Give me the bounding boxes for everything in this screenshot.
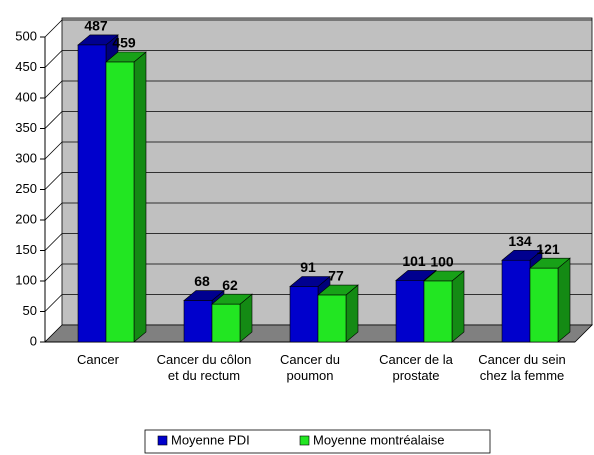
grid-line	[44, 172, 63, 190]
y-tick-label: 250	[15, 181, 37, 196]
x-tick-label: Cancer du sein chez la femme	[478, 352, 566, 383]
y-tick-label: 400	[15, 89, 37, 104]
grid-line	[44, 80, 63, 99]
legend-label: Moyenne PDI	[171, 432, 250, 447]
legend-box	[144, 429, 491, 454]
bar	[105, 51, 147, 343]
bar-face	[133, 51, 147, 343]
grid-line	[44, 141, 63, 160]
x-tick-label: Cancer	[77, 352, 119, 367]
value-label: 487	[84, 18, 108, 34]
value-label: 77	[328, 268, 344, 284]
y-tick-label: 350	[15, 120, 37, 135]
bar-face	[317, 294, 347, 343]
bar-face	[77, 44, 107, 343]
grid-line	[44, 50, 63, 68]
bar	[317, 284, 359, 343]
x-tick-label: Cancer du poumon	[280, 352, 340, 383]
bar-face	[451, 270, 465, 343]
bar-face	[289, 286, 319, 343]
value-label: 68	[194, 273, 210, 289]
grid-line	[44, 19, 63, 38]
value-label: 101	[402, 253, 426, 269]
y-tick-label: 0	[30, 333, 37, 348]
bar-face	[557, 257, 571, 343]
y-tick-label: 500	[15, 28, 37, 43]
y-tick-label: 300	[15, 150, 37, 165]
bar-face	[501, 259, 531, 343]
y-tick-label: 50	[23, 303, 37, 318]
x-tick-label: Cancer de la prostate	[379, 352, 453, 383]
value-label: 100	[430, 254, 454, 270]
value-label: 91	[300, 259, 316, 275]
x-tick-label: Cancer du côlon et du rectum	[156, 352, 252, 383]
value-label: 121	[536, 241, 560, 257]
grid-line	[44, 233, 63, 251]
legend-swatch	[157, 435, 168, 446]
bar-face	[529, 267, 559, 343]
value-label: 62	[222, 277, 238, 293]
y-tick-label: 200	[15, 211, 37, 226]
y-tick-label: 450	[15, 59, 37, 74]
bar-face	[423, 280, 453, 343]
bar	[211, 293, 253, 343]
value-label: 459	[112, 35, 136, 51]
bar-face	[183, 300, 213, 343]
grid-line	[44, 202, 63, 221]
grid-line	[44, 111, 63, 129]
y-tick-label: 150	[15, 242, 37, 257]
value-label: 134	[508, 233, 532, 249]
bar-face	[395, 280, 425, 343]
legend-swatch	[299, 435, 310, 446]
y-tick-label: 100	[15, 272, 37, 287]
legend-label: Moyenne montréalaise	[313, 432, 445, 447]
bar	[423, 270, 465, 343]
bar-face	[105, 61, 135, 343]
bar	[529, 257, 571, 343]
grid-line	[44, 263, 63, 282]
grid-line	[44, 294, 63, 312]
bar-face	[211, 303, 241, 343]
